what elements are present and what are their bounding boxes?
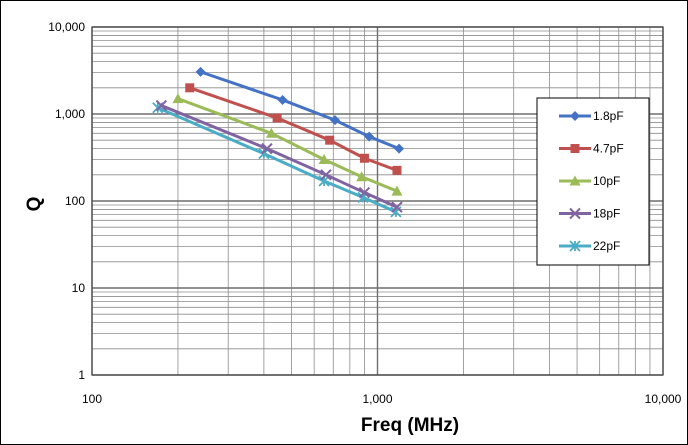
series-4-7pf <box>185 83 402 175</box>
x-marker <box>155 99 168 112</box>
legend-label: 4.7pF <box>593 142 624 156</box>
square-marker <box>359 153 369 163</box>
diamond-marker <box>364 131 375 142</box>
legend-label: 1.8pF <box>593 109 624 123</box>
asterisk-marker <box>569 240 581 252</box>
x-marker <box>569 207 581 220</box>
x-tick-label: 10,000 <box>645 392 682 406</box>
square-marker <box>570 144 580 153</box>
diamond-marker <box>277 94 288 105</box>
legend-entry: 4.7pF <box>559 142 624 156</box>
y-tick-label: 1 <box>78 368 85 382</box>
x-marker <box>391 201 403 213</box>
square-marker <box>185 83 195 93</box>
y-tick-label: 100 <box>65 194 85 208</box>
x-axis-title: Freq (MHz) <box>361 415 459 436</box>
diamond-marker <box>570 111 580 121</box>
triangle-marker <box>318 153 330 164</box>
triangle-marker <box>569 175 581 186</box>
triangle-marker <box>391 185 403 196</box>
x-marker <box>261 142 273 155</box>
y-tick-label: 10 <box>72 281 86 295</box>
legend-entry: 22pF <box>559 239 620 253</box>
series-1-8pf <box>195 66 405 154</box>
legend-entry: 1.8pF <box>559 109 624 123</box>
y-tick-labels: 1 10 100 1,000 10,000 <box>48 20 85 382</box>
x-marker <box>320 169 332 181</box>
legend-box <box>536 97 650 266</box>
square-marker <box>392 165 402 175</box>
series-10pf <box>172 93 403 196</box>
triangle-marker <box>356 171 368 182</box>
x-marker <box>358 186 371 199</box>
square-marker <box>272 113 282 123</box>
series-18pf <box>155 99 403 213</box>
triangle-marker <box>265 127 277 138</box>
y-axis-title: Q <box>24 197 45 212</box>
x-tick-label: 100 <box>82 392 102 406</box>
diamond-marker <box>394 143 405 154</box>
legend-label: 22pF <box>593 239 620 253</box>
legend-entry: 18pF <box>559 207 620 221</box>
plot-border <box>91 26 664 376</box>
triangle-marker <box>172 93 184 104</box>
legend: 1.8pF 4.7pF 10pF 18pF 22pF <box>536 97 650 266</box>
diamond-marker <box>330 115 341 126</box>
legend-entry: 10pF <box>559 174 620 188</box>
square-marker <box>325 135 335 145</box>
legend-label: 18pF <box>593 207 620 221</box>
series-lines <box>152 66 405 218</box>
plot-area <box>91 26 664 376</box>
y-tick-label: 10,000 <box>48 20 85 34</box>
y-tick-label: 1,000 <box>55 107 85 121</box>
diamond-marker <box>195 66 206 77</box>
x-tick-label: 1,000 <box>362 392 392 406</box>
legend-label: 10pF <box>593 174 620 188</box>
x-tick-labels: 100 1,000 10,000 <box>82 392 682 406</box>
